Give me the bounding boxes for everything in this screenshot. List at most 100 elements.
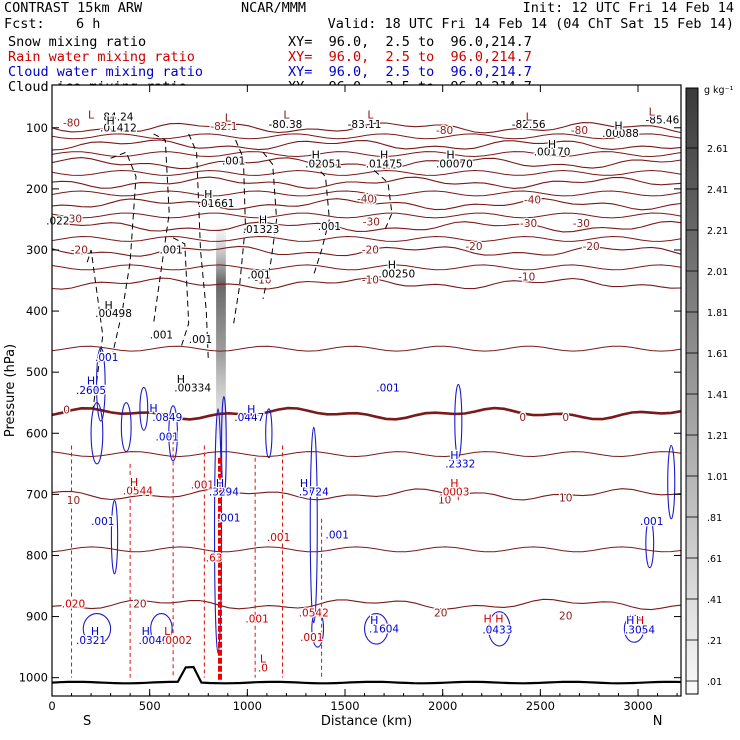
y-tick-label: 600 <box>26 426 48 440</box>
contour-label: 0 <box>519 412 526 424</box>
contour-label: .01661 <box>198 198 235 210</box>
colorbar-label: 1.81 <box>707 308 728 319</box>
field-name-rain: Rain water mixing ratio <box>8 49 195 65</box>
ice-snow-contour <box>172 237 190 348</box>
contour-label: -40 <box>357 193 374 205</box>
contour-label: -30 <box>65 213 82 225</box>
chart-title: CONTRAST 15km ARW <box>4 0 143 16</box>
contour-label: -20 <box>583 241 600 253</box>
extremum-mark: H <box>149 402 157 415</box>
contour-label: -10 <box>254 275 271 287</box>
extremum-mark: H <box>105 299 113 312</box>
contour-label: -80 <box>63 118 80 130</box>
ice-snow-contour <box>86 249 104 409</box>
colorbar-label: .41 <box>707 595 722 606</box>
contour-label: .001 <box>318 221 341 233</box>
cloud-water-contour <box>150 612 173 645</box>
contour-label: .001 <box>326 529 349 541</box>
y-tick-label: 700 <box>26 487 48 501</box>
contour-label: .0447 <box>234 412 264 424</box>
contour-label: -30 <box>573 218 590 230</box>
ice-snow-contour <box>233 139 246 324</box>
temperature-contour-minor <box>51 345 682 352</box>
contour-label: .001 <box>300 632 323 644</box>
contour-label: -82.56 <box>512 119 546 131</box>
valid-time: Valid: 18 UTC Fri 14 Feb 14 (04 ChT Sat … <box>327 16 734 32</box>
extremum-mark: H <box>548 138 556 151</box>
temperature-contour <box>51 220 682 233</box>
y-tick-label: 900 <box>26 610 48 624</box>
snow-shading <box>216 222 226 464</box>
cloud-water-contour <box>488 611 511 647</box>
x-tick-label: 2500 <box>526 699 555 713</box>
ice-snow-contour <box>373 170 393 232</box>
cloud-water-contour <box>168 405 178 462</box>
contour-label: .0003 <box>439 487 469 499</box>
temperature-contour <box>51 406 682 421</box>
contour-label: .0002 <box>162 635 192 647</box>
contour-label: .1604 <box>369 623 399 635</box>
temperature-contour-minor <box>51 212 682 219</box>
temperature-contour <box>51 157 682 170</box>
contour-label: .001 <box>191 479 214 491</box>
extremum-mark: L <box>649 106 656 119</box>
contour-label: .001 <box>189 334 212 346</box>
colorbar-label: 2.61 <box>707 144 728 155</box>
contour-label: .00170 <box>534 146 571 158</box>
colorbar-label: 2.21 <box>707 226 728 237</box>
contour-label: .5724 <box>299 487 329 499</box>
temperature-contour <box>51 198 682 211</box>
colorbar-label: .81 <box>707 513 722 524</box>
contour-label: .0542 <box>299 608 329 620</box>
north-label: N <box>653 714 663 729</box>
contour-label: -80 <box>436 125 453 137</box>
temperature-contour <box>51 122 682 134</box>
contour-label: .2605 <box>76 385 106 397</box>
colorbar-label: 1.01 <box>707 472 728 483</box>
temperature-contour-minor <box>51 151 682 158</box>
contour-label: -20 <box>71 245 88 257</box>
ice-snow-contour <box>110 151 137 354</box>
extremum-mark: H <box>495 613 503 626</box>
temperature-contour-minor <box>51 169 682 176</box>
extremum-mark: H <box>91 625 99 638</box>
colorbar-unit: g kg⁻¹ <box>704 85 734 96</box>
x-tick-label: 0 <box>48 699 55 713</box>
contour-label: -10 <box>518 272 535 284</box>
contour-label: .63 <box>206 553 223 565</box>
contour-label: -85.46 <box>646 114 680 126</box>
cloud-water-contour <box>90 402 104 465</box>
contour-label: -80 <box>571 125 588 137</box>
contour-label: 10 <box>67 495 80 507</box>
temperature-contour <box>51 598 682 611</box>
temperature-contour-minor <box>51 264 682 271</box>
y-tick-label: 1000 <box>19 671 48 685</box>
contour-label: .01412 <box>100 122 137 134</box>
contour-label: .001 <box>156 432 179 444</box>
extremum-mark: H <box>450 477 458 490</box>
extremum-mark: H <box>142 625 150 638</box>
x-tick-label: 2000 <box>428 699 457 713</box>
ice-snow-contour <box>313 164 330 275</box>
temperature-contour <box>51 139 682 151</box>
cloud-water-contour <box>667 444 676 520</box>
cloud-water-contour <box>309 426 318 624</box>
contour-label: .01323 <box>243 224 280 236</box>
contour-label: -20 <box>362 245 379 257</box>
field-name-cloud-water: Cloud water mixing ratio <box>8 64 204 80</box>
field-xy-cloud-water: XY= 96.0, 2.5 to 96.0,214.7 <box>288 64 532 80</box>
contour-label: .001 <box>245 614 268 626</box>
cloud-water-contour <box>311 609 325 648</box>
extremum-mark: H <box>216 477 224 490</box>
contour-label: 10 <box>559 493 572 505</box>
contour-label: -80.38 <box>269 119 303 131</box>
extremum-mark: H <box>106 115 114 128</box>
temperature-contour-minor <box>51 133 682 140</box>
ice-snow-contour <box>262 151 278 300</box>
contour-label: .0040 <box>139 635 169 647</box>
colorbar-bar <box>685 87 699 695</box>
x-axis-label: Distance (km) <box>321 714 412 729</box>
temperature-contour-minor <box>51 190 682 197</box>
field-name-snow: Snow mixing ratio <box>8 34 147 50</box>
